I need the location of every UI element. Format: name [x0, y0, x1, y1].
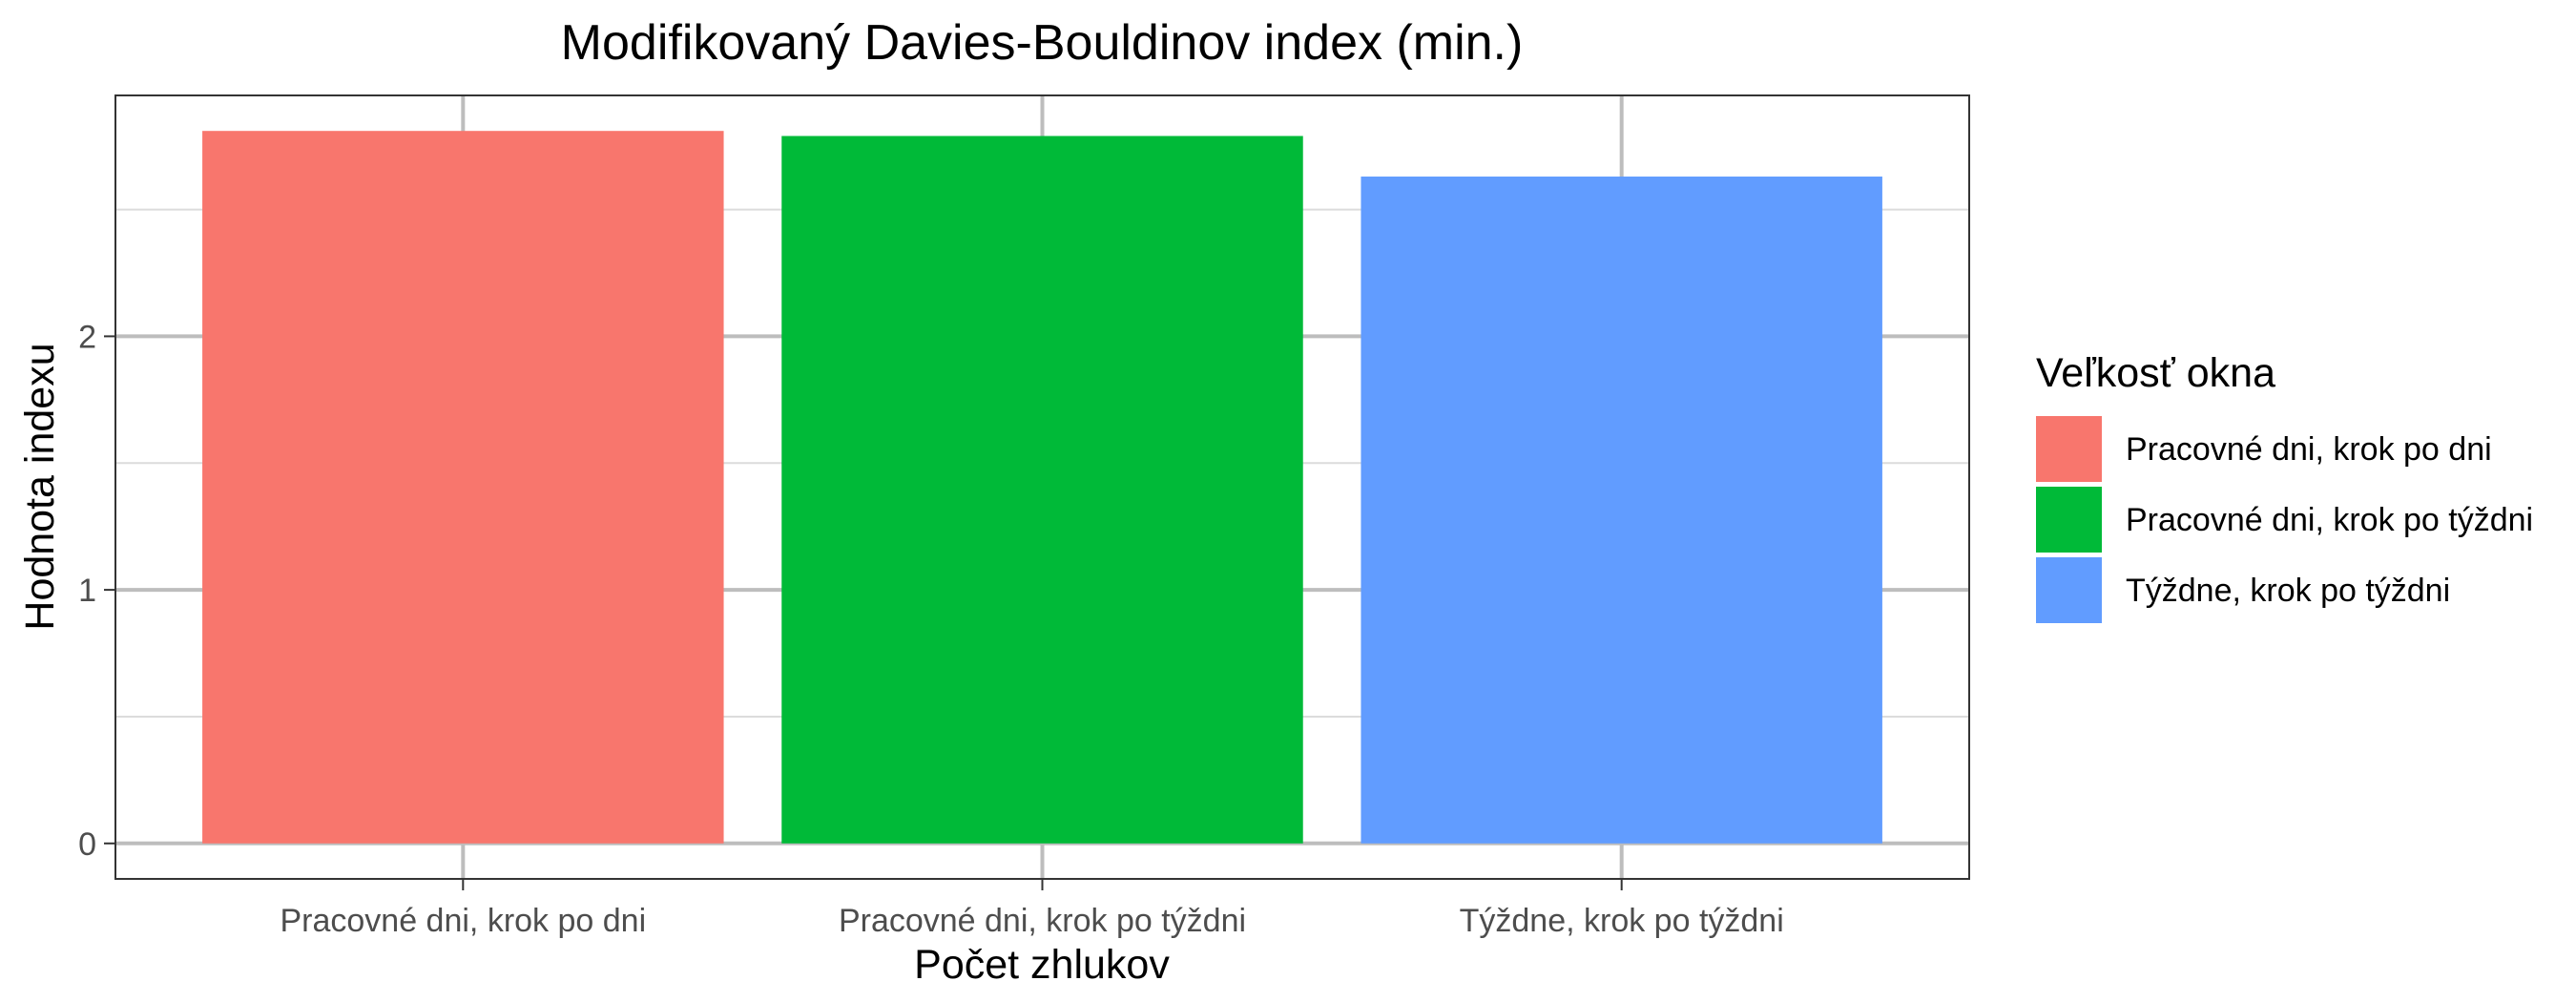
x-tick-label: Pracovné dni, krok po týždni	[839, 903, 1246, 939]
x-tick-labels: Pracovné dni, krok po dni Pracovné dni, k…	[280, 903, 1783, 939]
y-tick-label: 1	[78, 573, 96, 609]
y-tick-label: 0	[78, 826, 96, 863]
bar	[202, 131, 724, 844]
chart-title: Modifikovaný Davies-Bouldinov index (min…	[561, 15, 1524, 71]
legend-swatch	[2036, 416, 2102, 482]
bar	[1361, 177, 1882, 844]
axis-ticks	[104, 335, 1623, 890]
legend-label: Týždne, krok po týždni	[2126, 573, 2450, 609]
y-tick-labels: 0 1 2	[78, 319, 96, 862]
bars	[202, 131, 1882, 844]
x-tick-label: Pracovné dni, krok po dni	[280, 903, 646, 939]
legend-label: Pracovné dni, krok po týždni	[2126, 502, 2533, 538]
legend-swatch	[2036, 557, 2102, 623]
y-axis-title: Hodnota indexu	[17, 343, 63, 630]
legend-items: Pracovné dni, krok po dni Pracovné dni, k…	[2036, 416, 2533, 623]
x-tick-label: Týždne, krok po týždni	[1460, 903, 1784, 939]
x-axis-title: Počet zhlukov	[914, 942, 1170, 988]
legend: Veľkosť okna Pracovné dni, krok po dniPr…	[2036, 350, 2533, 623]
legend-swatch	[2036, 487, 2102, 553]
y-tick-label: 2	[78, 319, 96, 355]
legend-title: Veľkosť okna	[2036, 350, 2275, 396]
bar	[781, 136, 1303, 844]
legend-label: Pracovné dni, krok po dni	[2126, 431, 2492, 468]
